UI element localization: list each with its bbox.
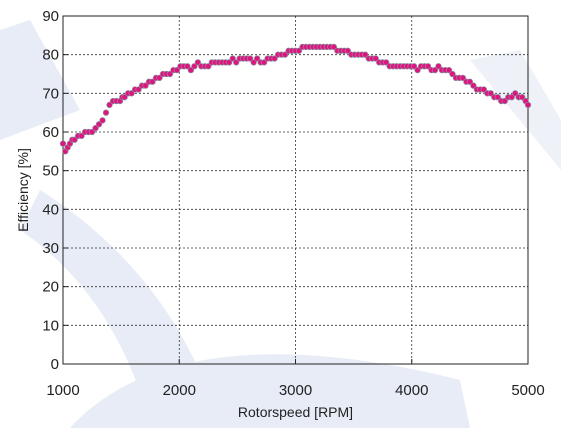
data-point: [431, 66, 439, 74]
data-point: [99, 117, 106, 124]
y-tick-label: 40: [42, 201, 59, 218]
watermark-arc-bottom: [70, 354, 470, 428]
y-tick-label: 60: [42, 124, 59, 141]
data-point: [106, 101, 113, 109]
axis-ticks: 1000 2000 3000 4000 5000 0 10 20 30 40 50 60 70 80 90: [42, 8, 544, 399]
x-axis-label: Rotorspeed [RPM]: [238, 404, 353, 420]
data-point: [372, 55, 379, 62]
data-point: [253, 55, 261, 62]
data-point: [494, 94, 501, 101]
y-tick-label: 70: [42, 85, 59, 102]
data-point: [247, 55, 254, 62]
data-point: [78, 132, 85, 140]
y-tick-label: 50: [42, 163, 59, 180]
data-point: [449, 70, 456, 78]
data-point: [362, 51, 369, 58]
data-point: [191, 63, 198, 70]
data-point: [226, 59, 233, 66]
data-point: [92, 124, 99, 132]
x-tick-label: 3000: [279, 382, 312, 399]
watermark-arc-top: [0, 20, 80, 140]
data-point: [281, 51, 289, 58]
data-point: [271, 55, 278, 62]
x-tick-label: 5000: [511, 382, 544, 399]
data-point: [524, 101, 532, 109]
data-point: [233, 59, 240, 66]
y-axis-label: Efficiency [%]: [15, 148, 31, 232]
data-point: [128, 90, 135, 97]
data-point: [487, 90, 494, 97]
x-tick-label: 2000: [163, 382, 196, 399]
data-point: [410, 63, 418, 70]
data-point: [95, 121, 103, 128]
data-point: [250, 59, 257, 66]
data-point: [71, 136, 78, 143]
data-point: [512, 90, 519, 97]
data-point: [194, 59, 202, 66]
data-point: [166, 70, 174, 78]
data-point: [135, 86, 142, 93]
y-tick-label: 80: [42, 47, 59, 64]
data-point: [205, 63, 212, 70]
data-point: [344, 47, 351, 54]
watermark-arc-right: [470, 50, 561, 170]
data-point: [445, 66, 453, 74]
y-tick-label: 20: [42, 279, 59, 296]
y-tick-label: 10: [42, 317, 59, 334]
data-point: [435, 63, 442, 70]
data-point: [173, 66, 181, 74]
data-point: [260, 59, 268, 66]
data-points: [59, 43, 532, 155]
data-point: [519, 94, 526, 101]
data-point: [184, 63, 191, 70]
data-point: [59, 140, 67, 147]
data-point: [149, 78, 156, 85]
data-point: [459, 74, 467, 82]
data-point: [470, 82, 477, 89]
data-point: [508, 94, 515, 101]
data-point: [414, 66, 421, 74]
data-point: [330, 43, 338, 51]
data-point: [88, 128, 96, 136]
data-point: [102, 109, 110, 116]
data-point: [501, 97, 508, 105]
data-point: [142, 82, 149, 89]
data-point: [295, 47, 303, 54]
data-point: [229, 55, 236, 62]
data-point: [466, 78, 474, 85]
data-point: [383, 59, 390, 66]
data-point: [424, 63, 432, 70]
x-tick-label: 4000: [395, 382, 428, 399]
y-tick-label: 30: [42, 240, 59, 257]
data-point: [480, 86, 487, 93]
data-point: [156, 74, 163, 82]
data-point: [187, 66, 195, 74]
x-tick-label: 1000: [46, 382, 79, 399]
y-tick-label: 90: [42, 8, 59, 25]
y-tick-label: 0: [51, 356, 59, 373]
grid-lines: [62, 15, 529, 365]
data-point: [121, 94, 128, 101]
